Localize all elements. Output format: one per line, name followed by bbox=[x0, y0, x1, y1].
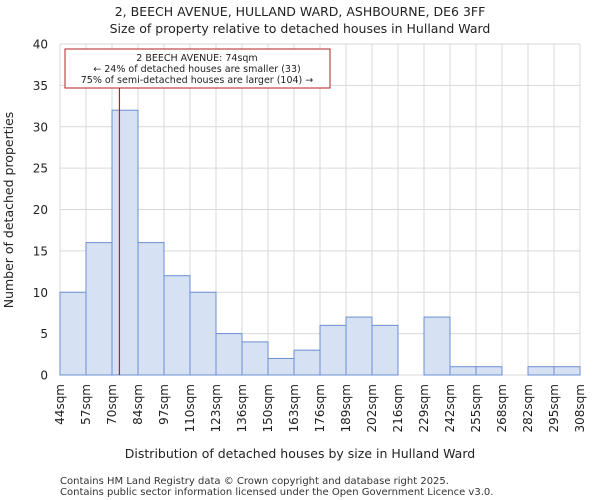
bar-8 bbox=[267, 357, 295, 376]
annotation-line-1: 2 BEECH AVENUE: 74sqm bbox=[136, 53, 257, 64]
x-tick-label-5: 110sqm bbox=[183, 384, 197, 432]
y-axis-ticks: 0 5 10 15 20 25 30 35 40 bbox=[33, 38, 48, 383]
x-tick-label-12: 202sqm bbox=[365, 384, 379, 432]
x-tick-label-16: 255sqm bbox=[469, 384, 483, 432]
bar-19 bbox=[553, 366, 581, 376]
x-tick-label-3: 84sqm bbox=[131, 384, 145, 425]
x-tick-label-17: 268sqm bbox=[495, 384, 509, 432]
y-axis-label: Number of detached properties bbox=[1, 112, 16, 309]
annotation-border bbox=[64, 48, 331, 89]
x-tick-label-19: 295sqm bbox=[547, 384, 561, 432]
bar-1 bbox=[85, 242, 113, 376]
x-tick-label-11: 189sqm bbox=[339, 384, 353, 432]
footer-line-2: Contains public sector information licen… bbox=[60, 487, 493, 498]
y-tick-label-6: 30 bbox=[33, 120, 48, 134]
x-tick-label-1: 57sqm bbox=[79, 384, 93, 425]
annotation-line-2: ← 24% of detached houses are smaller (33… bbox=[93, 64, 300, 75]
chart-title: 2, BEECH AVENUE, HULLAND WARD, ASHBOURNE… bbox=[115, 4, 486, 19]
y-tick-label-1: 5 bbox=[40, 327, 48, 341]
bar-10 bbox=[319, 324, 347, 376]
x-tick-label-9: 163sqm bbox=[287, 384, 301, 432]
x-tick-label-10: 176sqm bbox=[313, 384, 327, 432]
bar-18 bbox=[527, 366, 555, 376]
x-tick-label-2: 70sqm bbox=[105, 384, 119, 425]
y-tick-label-3: 15 bbox=[33, 244, 48, 258]
x-axis-label: Distribution of detached houses by size … bbox=[125, 446, 475, 461]
y-tick-label-5: 25 bbox=[33, 162, 48, 176]
bar-11 bbox=[345, 316, 373, 376]
x-tick-label-20: 308sqm bbox=[573, 384, 587, 432]
footer-line-1: Contains HM Land Registry data © Crown c… bbox=[60, 476, 449, 487]
y-tick-label-7: 35 bbox=[33, 79, 48, 93]
bar-2 bbox=[111, 109, 139, 376]
bar-14 bbox=[423, 316, 451, 376]
bar-3 bbox=[137, 242, 165, 376]
x-tick-label-7: 136sqm bbox=[235, 384, 249, 432]
bar-12 bbox=[371, 324, 399, 376]
bars bbox=[59, 109, 581, 376]
bar-6 bbox=[215, 333, 243, 376]
x-tick-label-14: 229sqm bbox=[417, 384, 431, 432]
bar-0 bbox=[59, 291, 87, 376]
x-tick-label-0: 44sqm bbox=[53, 384, 67, 425]
x-tick-label-4: 97sqm bbox=[157, 384, 171, 425]
y-tick-label-0: 0 bbox=[40, 369, 48, 383]
x-tick-label-13: 216sqm bbox=[391, 384, 405, 432]
bar-4 bbox=[163, 275, 191, 376]
bar-7 bbox=[241, 341, 269, 376]
annotation-box: 2 BEECH AVENUE: 74sqm ← 24% of detached … bbox=[64, 48, 331, 89]
bar-16 bbox=[475, 366, 503, 376]
x-tick-label-8: 150sqm bbox=[261, 384, 275, 432]
chart-subtitle: Size of property relative to detached ho… bbox=[110, 21, 491, 36]
x-tick-label-18: 282sqm bbox=[521, 384, 535, 432]
bar-15 bbox=[449, 366, 477, 376]
x-tick-label-15: 242sqm bbox=[443, 384, 457, 432]
x-tick-label-6: 123sqm bbox=[209, 384, 223, 432]
y-tick-label-2: 10 bbox=[33, 286, 48, 300]
x-axis-ticks: 44sqm 57sqm 70sqm 84sqm 97sqm 110sqm 123sqm 136… bbox=[53, 384, 587, 432]
y-tick-label-8: 40 bbox=[33, 38, 48, 52]
y-tick-label-4: 20 bbox=[33, 203, 48, 217]
bar-5 bbox=[189, 291, 217, 376]
annotation-line-3: 75% of semi-detached houses are larger (… bbox=[81, 75, 314, 86]
bar-9 bbox=[293, 349, 321, 376]
